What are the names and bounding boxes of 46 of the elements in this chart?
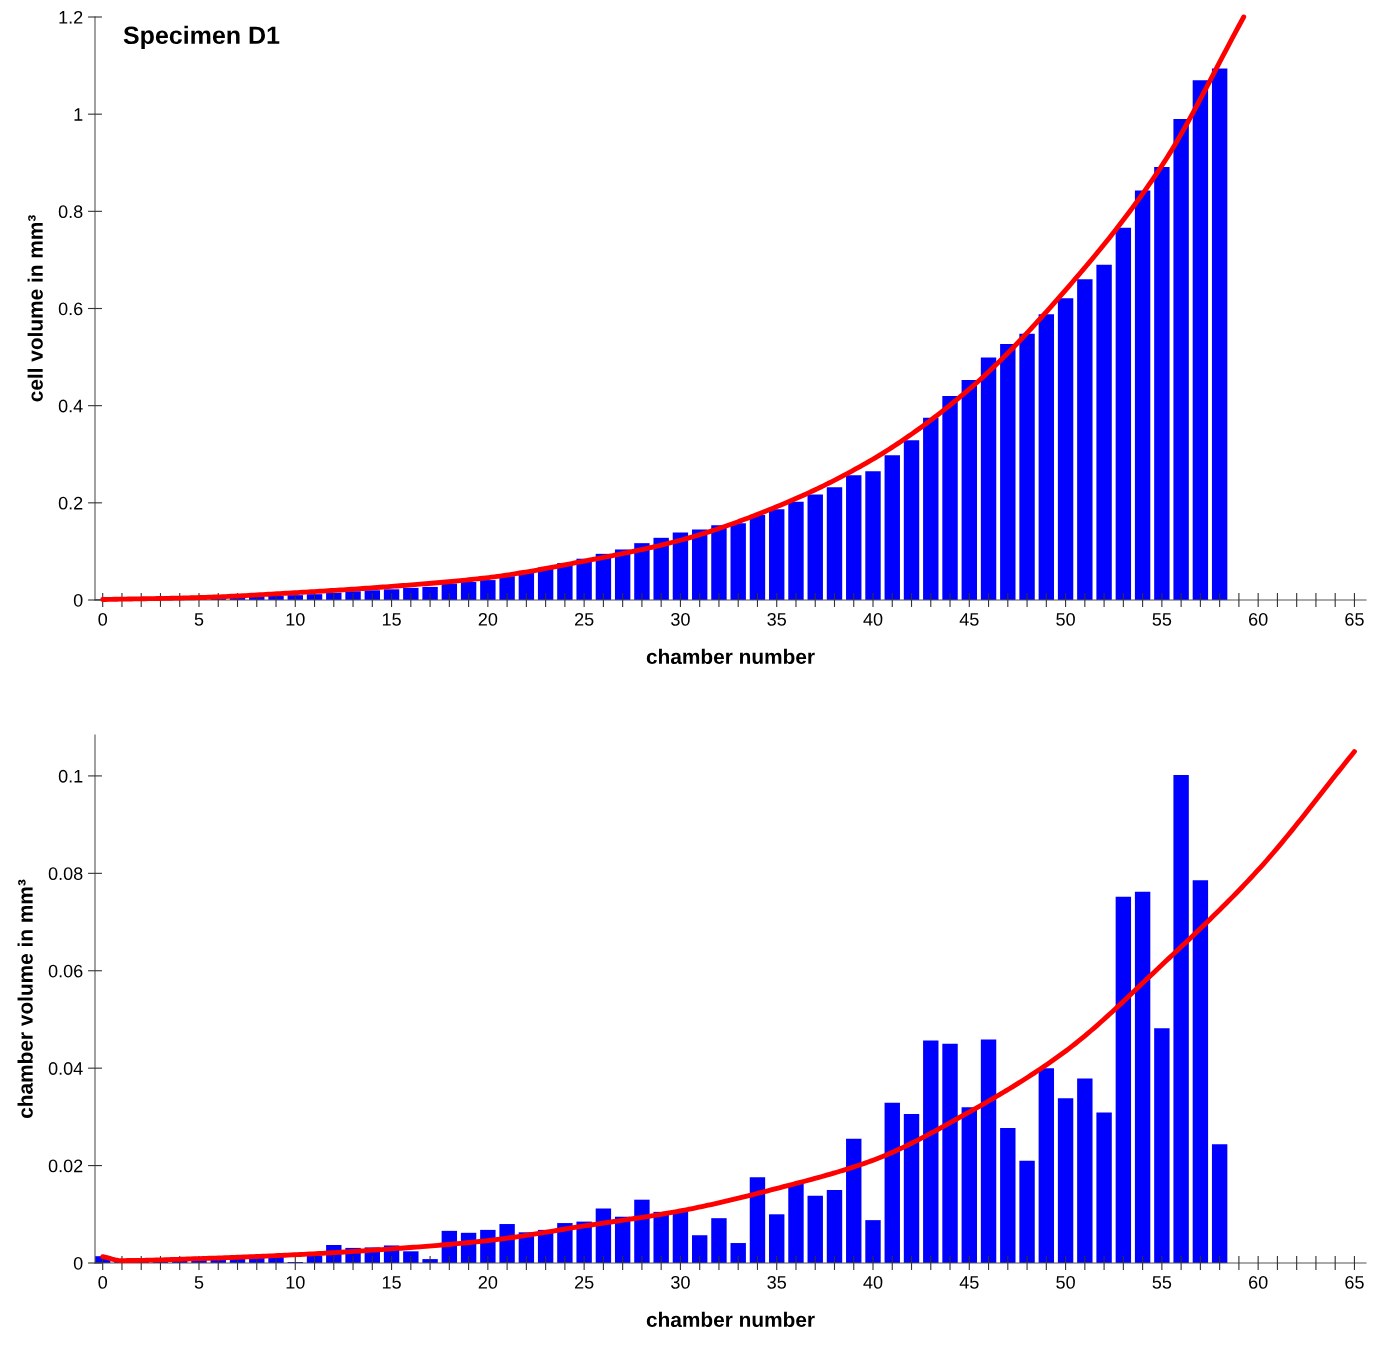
x-tick-label: 15 xyxy=(382,613,401,626)
x-tick-label: 35 xyxy=(767,1275,786,1289)
y-tick-label: 0.06 xyxy=(48,964,83,978)
x-tick-label: 20 xyxy=(478,1275,498,1289)
x-tick-label: 25 xyxy=(575,1275,594,1289)
x-tick-label: 55 xyxy=(1152,1276,1172,1289)
x-tick-label: 40 xyxy=(863,1275,883,1289)
y-tick-label: 0.1 xyxy=(58,769,83,783)
chart-title: Specimen D1 xyxy=(123,25,280,50)
y-tick-label: 0.08 xyxy=(48,867,83,881)
x-tick-label: 30 xyxy=(671,1275,690,1289)
x-axis-title: chamber number xyxy=(646,648,815,665)
x-tick-label: 15 xyxy=(382,1276,401,1289)
x-tick-label: 40 xyxy=(863,612,883,626)
y-tick-label: 0.6 xyxy=(58,302,83,316)
x-tick-label: 50 xyxy=(1056,612,1075,626)
x-tick-label: 0 xyxy=(98,612,108,626)
x-tick-label: 65 xyxy=(1345,1275,1364,1289)
y-tick-label: 0.04 xyxy=(48,1062,83,1075)
y-tick-label: 0.2 xyxy=(58,496,83,510)
x-tick-label: 65 xyxy=(1345,612,1364,626)
x-tick-label: 45 xyxy=(959,613,979,626)
x-tick-label: 5 xyxy=(194,1276,204,1289)
x-tick-label: 25 xyxy=(575,612,594,626)
y-tick-label: 1 xyxy=(74,108,83,121)
x-tick-label: 50 xyxy=(1056,1275,1075,1289)
x-tick-label: 0 xyxy=(98,1275,108,1289)
y-tick-label: 1.2 xyxy=(59,10,83,24)
x-tick-label: 35 xyxy=(767,612,786,626)
x-tick-label: 45 xyxy=(959,1276,979,1289)
x-tick-label: 10 xyxy=(286,612,305,626)
x-tick-label: 60 xyxy=(1249,1275,1268,1289)
y-tick-label: 0 xyxy=(73,1256,83,1270)
x-tick-label: 5 xyxy=(194,613,204,626)
x-tick-label: 20 xyxy=(478,612,498,626)
x-axis-title: chamber number xyxy=(646,1311,815,1328)
y-axis-title: cell volume in mm³ xyxy=(27,215,43,402)
y-tick-label: 0.02 xyxy=(48,1159,83,1173)
y-tick-label: 0.4 xyxy=(58,399,83,413)
x-tick-label: 55 xyxy=(1152,613,1172,626)
y-tick-label: 0.8 xyxy=(58,205,83,219)
y-tick-label: 0 xyxy=(73,593,83,607)
x-tick-label: 30 xyxy=(671,612,690,626)
x-tick-label: 60 xyxy=(1249,612,1268,626)
y-axis-title: chamber volume in mm³ xyxy=(17,879,33,1118)
x-tick-label: 10 xyxy=(286,1275,305,1289)
